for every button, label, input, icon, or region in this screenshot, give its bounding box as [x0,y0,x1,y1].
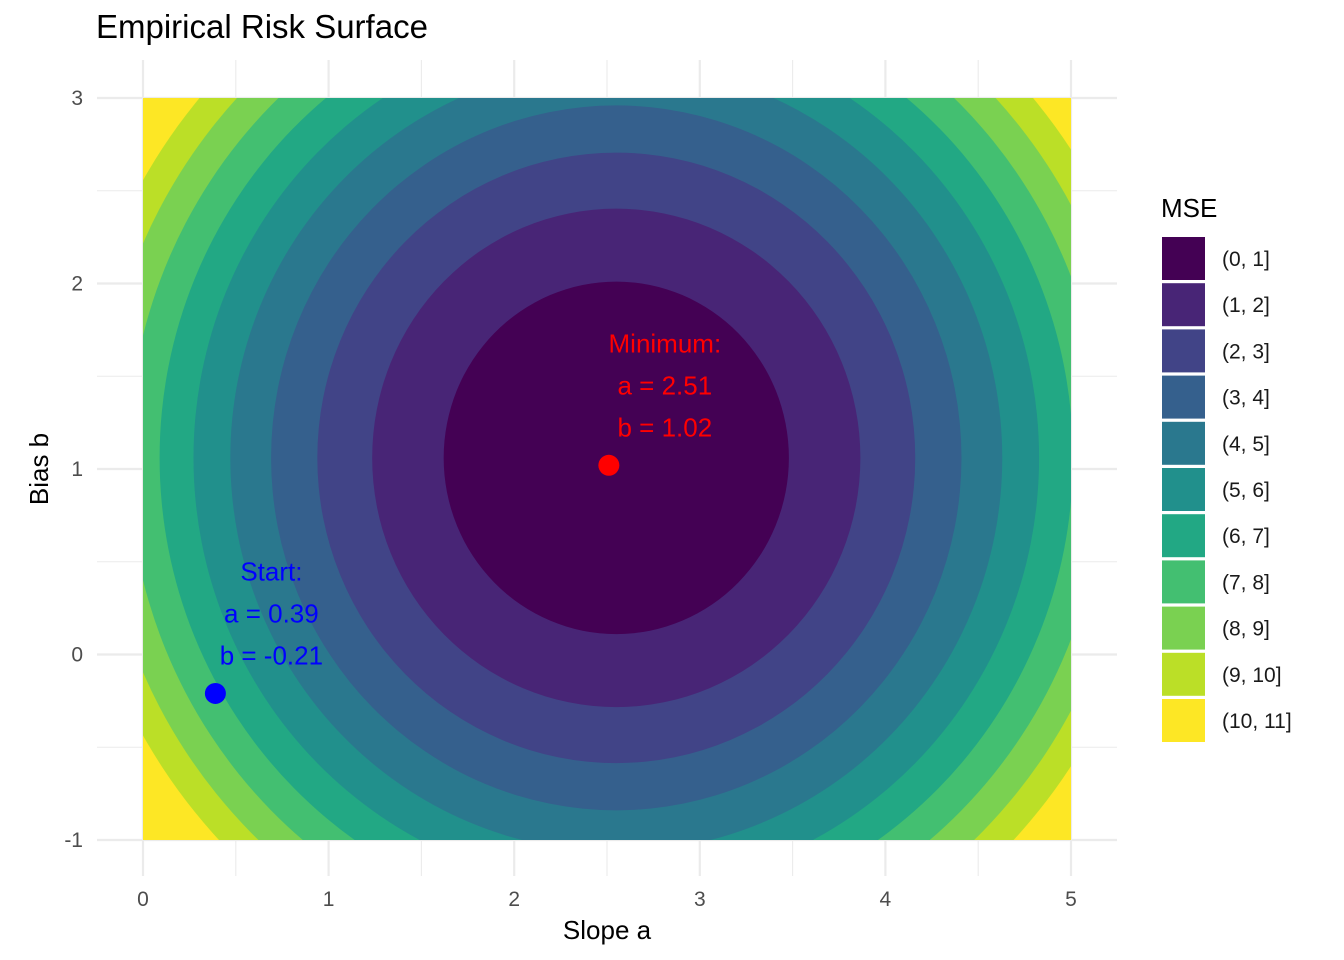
contour-bands [143,98,1071,840]
legend-swatch [1162,329,1205,373]
legend-label: (9, 10] [1222,664,1282,687]
x-tick-label: 0 [137,888,149,911]
y-tick-label: 1 [71,458,83,481]
x-tick-label: 5 [1065,888,1077,911]
legend-label: (4, 5] [1222,433,1270,456]
legend-swatch [1162,652,1205,696]
minimum-label-line: a = 2.51 [618,370,713,400]
legend-swatch [1162,468,1205,511]
legend-swatch [1162,560,1205,604]
legend-swatch [1162,514,1205,558]
minimum-label-line: b = 1.02 [618,412,713,442]
minimum-label-line: Minimum: [609,328,722,358]
x-axis-ticks: 0 1 2 3 4 5 [137,888,1077,911]
legend-swatch [1162,606,1205,650]
start-label-line: Start: [240,556,302,586]
x-axis-title: Slope a [563,915,652,945]
y-tick-label: 0 [71,644,83,667]
legend-label: (6, 7] [1222,525,1270,548]
legend-swatch [1162,375,1205,419]
legend-label: (0, 1] [1222,248,1270,271]
legend-swatch [1162,421,1205,465]
legend-label: (7, 8] [1222,571,1270,594]
y-tick-label: -1 [64,829,83,852]
start-point [204,682,226,704]
legend-swatch [1162,699,1205,742]
start-label-line: a = 0.39 [224,598,319,628]
legend-label: (1, 2] [1222,294,1270,317]
annotations: Minimum: a = 2.51 b = 1.02 Start: a = 0.39 b … [204,328,722,704]
legend-swatch [1162,283,1205,327]
start-label-line: b = -0.21 [220,640,323,670]
x-tick-label: 2 [508,888,520,911]
legend-label: (2, 3] [1222,340,1270,363]
legend-label: (8, 9] [1222,618,1270,641]
x-tick-label: 4 [880,888,892,911]
x-tick-label: 1 [323,888,335,911]
chart-title: Empirical Risk Surface [96,8,428,45]
legend-swatch [1162,237,1205,280]
minimum-point [598,454,620,476]
x-tick-label: 3 [694,888,706,911]
y-tick-label: 3 [71,87,83,110]
y-tick-label: 2 [71,273,83,296]
legend-label: (10, 11] [1222,710,1292,733]
legend: MSE (0, 1] (1, 2] (2, 3] (3, 4] (4, 5] (5, 6]… [1161,193,1292,742]
legend-label: (5, 6] [1222,479,1270,502]
legend-label: (3, 4] [1222,387,1270,410]
y-axis-title: Bias b [24,433,54,505]
legend-title: MSE [1161,193,1217,223]
y-axis-ticks: -1 0 1 2 3 [64,87,83,852]
